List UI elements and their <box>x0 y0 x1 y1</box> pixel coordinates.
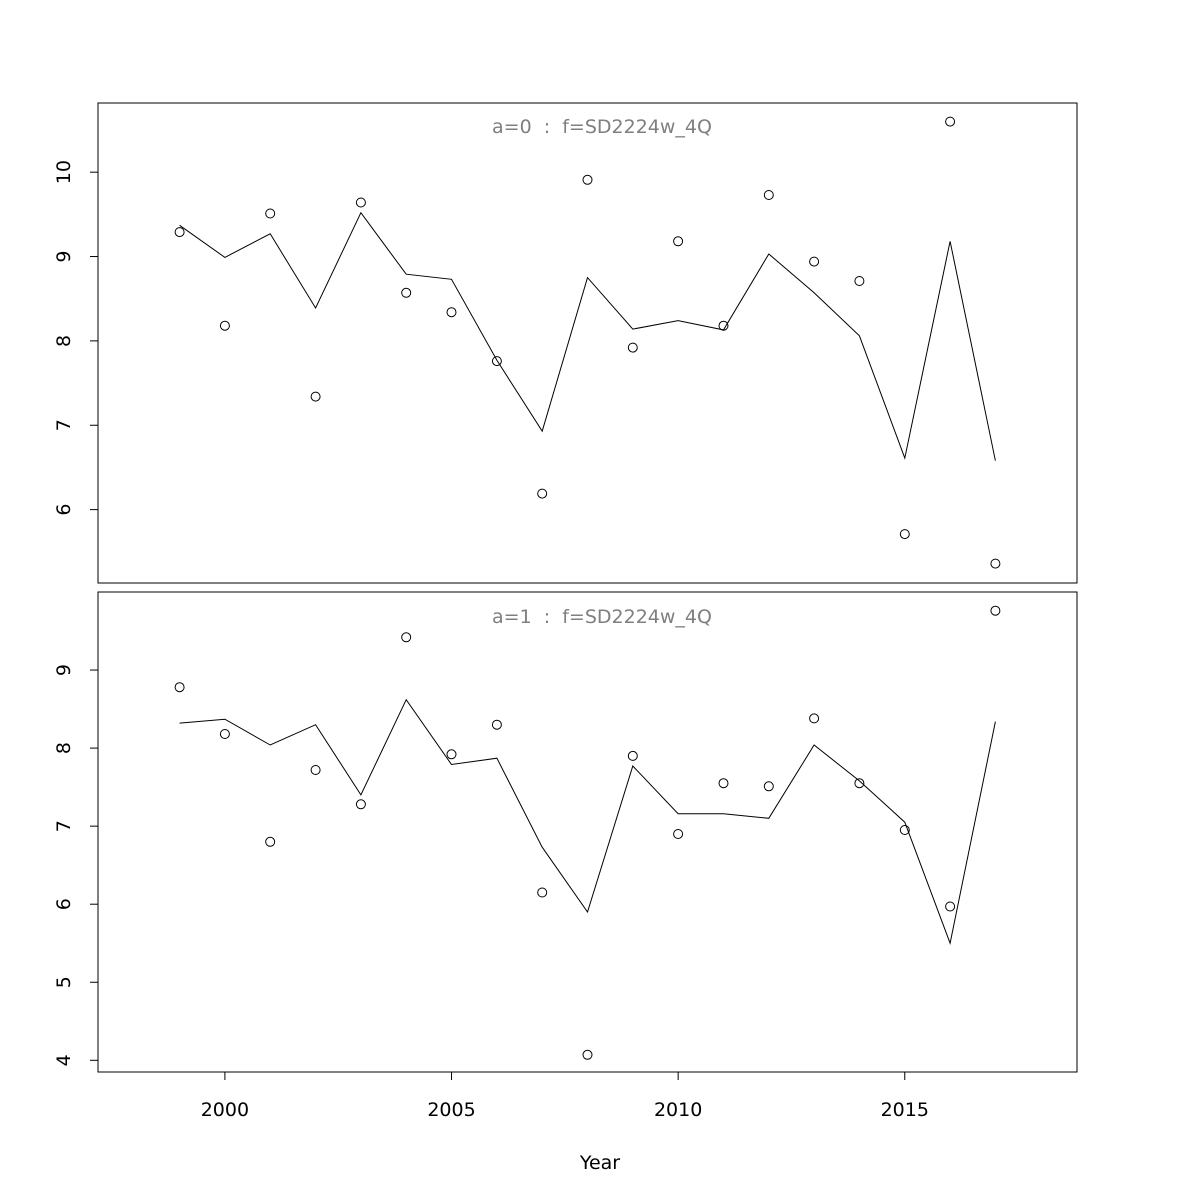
data-point-1-18 <box>990 605 1001 616</box>
x-tick-label-2: 2010 <box>654 1099 702 1121</box>
y-tick-label-1-4: 8 <box>53 742 75 754</box>
data-point-0-15 <box>854 276 865 286</box>
series-line-1-1 <box>179 698 996 946</box>
data-point-1-2 <box>265 836 276 847</box>
x-tick-label-1: 2005 <box>427 1099 475 1121</box>
panel-a1-marks <box>174 605 1001 1060</box>
data-point-1-17 <box>945 901 956 912</box>
panel-a0-marks <box>174 116 1001 569</box>
y-tick-label-0-0: 6 <box>53 504 75 516</box>
panel-a1-title: a=1 : f=SD2224w_4Q <box>492 606 712 628</box>
data-point-1-12 <box>718 778 729 789</box>
data-point-1-6 <box>446 749 457 760</box>
data-point-0-10 <box>627 342 638 353</box>
data-point-0-18 <box>990 558 1001 569</box>
data-point-1-10 <box>627 750 638 761</box>
data-point-1-0 <box>174 682 185 693</box>
data-point-1-16 <box>899 825 910 835</box>
data-point-1-4 <box>355 799 366 810</box>
data-point-1-8 <box>537 887 548 898</box>
data-point-1-11 <box>673 829 684 839</box>
data-point-0-7 <box>491 356 502 367</box>
y-tick-label-1-0: 4 <box>53 1054 75 1066</box>
x-tick-label-3: 2015 <box>881 1099 929 1121</box>
data-point-0-17 <box>945 116 956 127</box>
data-point-0-3 <box>310 391 321 402</box>
data-point-0-13 <box>763 190 774 200</box>
data-point-1-1 <box>219 729 230 739</box>
y-tick-label-0-1: 7 <box>53 419 75 431</box>
x-axis-label: Year <box>579 1152 620 1174</box>
y-tick-label-0-2: 8 <box>53 335 75 347</box>
y-tick-label-0-3: 9 <box>53 250 75 262</box>
y-tick-label-1-3: 7 <box>53 820 75 832</box>
y-tick-label-1-1: 5 <box>53 976 75 988</box>
y-tick-label-1-5: 9 <box>53 664 75 676</box>
panel-a0-title: a=0 : f=SD2224w_4Q <box>492 116 712 138</box>
data-point-0-11 <box>673 236 684 247</box>
panel-a1: a=1 : f=SD2224w_4Q 4 5 6 7 8 9 <box>53 591 1078 1073</box>
panel-a0: a=0 : f=SD2224w_4Q 6 7 8 9 10 <box>53 102 1078 584</box>
y-tick-label-1-2: 6 <box>53 898 75 910</box>
data-point-0-8 <box>537 488 548 499</box>
data-point-1-5 <box>401 632 412 643</box>
data-point-1-13 <box>763 781 774 792</box>
data-point-0-6 <box>446 307 457 318</box>
panel-a0-frame <box>97 102 1078 584</box>
x-axis: 2000 2005 2010 2015 <box>201 1071 929 1121</box>
y-tick-label-0-4: 10 <box>53 160 75 184</box>
data-point-0-0 <box>174 227 185 238</box>
series-line-0-1 <box>179 211 996 461</box>
data-point-0-14 <box>809 256 820 267</box>
panel-a1-y-axis: 4 5 6 7 8 9 <box>53 664 98 1066</box>
data-point-0-2 <box>265 208 276 219</box>
data-point-1-14 <box>809 713 820 724</box>
data-point-1-9 <box>582 1049 593 1060</box>
data-point-1-3 <box>310 765 321 775</box>
data-point-0-16 <box>899 529 910 540</box>
data-point-0-5 <box>401 287 412 298</box>
data-point-0-4 <box>355 197 366 208</box>
panel-a0-y-axis: 6 7 8 9 10 <box>53 160 98 516</box>
data-point-1-7 <box>491 719 502 730</box>
data-point-0-1 <box>219 320 230 331</box>
data-point-0-9 <box>582 174 593 185</box>
x-tick-label-0: 2000 <box>201 1099 249 1121</box>
data-point-1-15 <box>854 778 865 789</box>
